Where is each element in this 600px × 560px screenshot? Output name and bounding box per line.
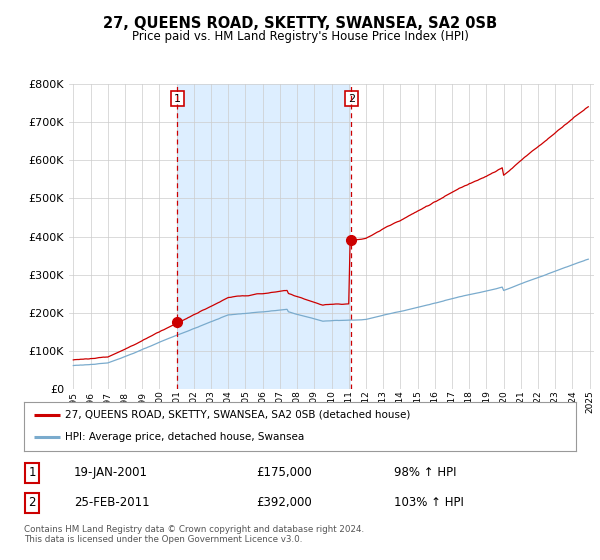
Text: £392,000: £392,000 bbox=[256, 497, 311, 510]
Text: HPI: Average price, detached house, Swansea: HPI: Average price, detached house, Swan… bbox=[65, 432, 305, 442]
Text: 25-FEB-2011: 25-FEB-2011 bbox=[74, 497, 149, 510]
Text: 103% ↑ HPI: 103% ↑ HPI bbox=[394, 497, 464, 510]
Text: 27, QUEENS ROAD, SKETTY, SWANSEA, SA2 0SB: 27, QUEENS ROAD, SKETTY, SWANSEA, SA2 0S… bbox=[103, 16, 497, 31]
Bar bbox=[178, 84, 351, 389]
Text: Price paid vs. HM Land Registry's House Price Index (HPI): Price paid vs. HM Land Registry's House … bbox=[131, 30, 469, 43]
Text: 2: 2 bbox=[348, 94, 355, 104]
Text: Contains HM Land Registry data © Crown copyright and database right 2024.
This d: Contains HM Land Registry data © Crown c… bbox=[24, 525, 364, 544]
Text: 1: 1 bbox=[29, 466, 36, 479]
Text: £175,000: £175,000 bbox=[256, 466, 311, 479]
Text: 98% ↑ HPI: 98% ↑ HPI bbox=[394, 466, 457, 479]
Text: 19-JAN-2001: 19-JAN-2001 bbox=[74, 466, 148, 479]
Text: 27, QUEENS ROAD, SKETTY, SWANSEA, SA2 0SB (detached house): 27, QUEENS ROAD, SKETTY, SWANSEA, SA2 0S… bbox=[65, 410, 411, 420]
Text: 1: 1 bbox=[174, 94, 181, 104]
Text: 2: 2 bbox=[29, 497, 36, 510]
